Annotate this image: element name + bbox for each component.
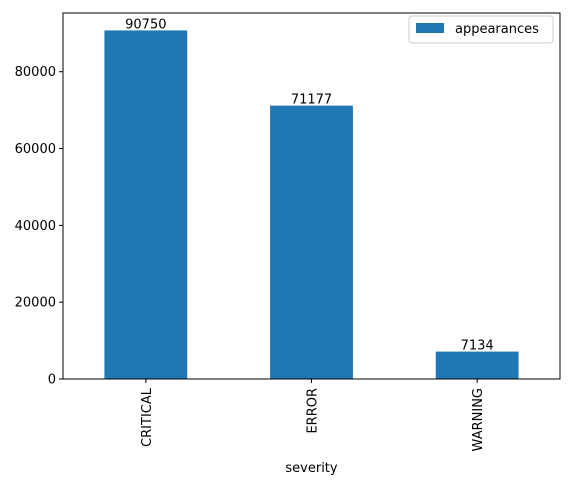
x-tick-label-critical: CRITICAL — [140, 387, 155, 447]
legend: appearances — [408, 15, 554, 44]
bar-critical — [104, 30, 188, 380]
bar-error — [270, 105, 353, 379]
y-tick-label-20000: 20000 — [15, 296, 56, 311]
y-tick-label-0: 0 — [48, 373, 56, 388]
x-tick-label-error: ERROR — [306, 388, 321, 434]
x-axis: CRITICAL ERROR WARNING — [140, 379, 486, 451]
legend-entry-appearances: appearances — [455, 22, 539, 37]
plot-frame — [62, 12, 561, 380]
data-labels-group: 90750 71177 7134 — [125, 17, 494, 353]
y-tick-label-40000: 40000 — [15, 219, 56, 234]
y-tick-label-60000: 60000 — [15, 142, 56, 157]
x-axis-label: severity — [285, 461, 338, 476]
data-label-error: 71177 — [291, 93, 332, 108]
x-tick-label-warning: WARNING — [471, 388, 486, 451]
data-label-critical: 90750 — [125, 17, 166, 32]
y-tick-label-80000: 80000 — [15, 65, 56, 80]
legend-box — [408, 15, 554, 44]
bar-warning — [435, 351, 519, 379]
legend-swatch — [416, 23, 444, 33]
data-label-warning: 7134 — [461, 339, 494, 354]
y-axis: 0 20000 40000 60000 80000 — [15, 65, 63, 388]
bars-group — [104, 30, 519, 380]
